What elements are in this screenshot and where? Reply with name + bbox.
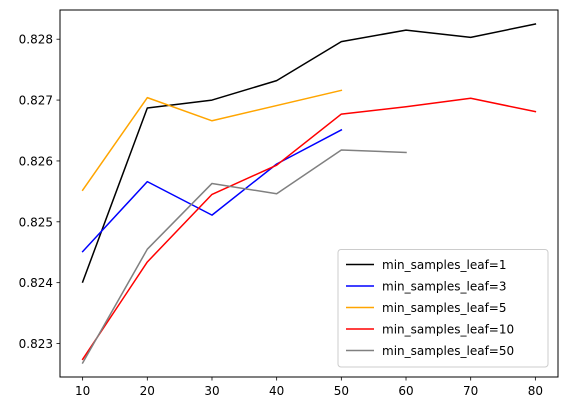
x-tick-label: 80	[528, 384, 543, 398]
y-tick-label: 0.827	[19, 94, 53, 108]
series-line-3	[81, 89, 343, 192]
plot-frame	[59, 9, 559, 378]
y-axis-ticks: 0.823 0.824 0.825 0.826 0.827 0.828	[19, 33, 60, 351]
series-lines	[81, 23, 537, 365]
x-axis-ticks: 10 20 30 40 50 60 70 80	[75, 377, 543, 398]
legend-box	[337, 249, 549, 368]
legend: min_samples_leaf=1 min_samples_leaf=3 min_…	[337, 249, 549, 368]
y-tick-label: 0.824	[19, 276, 53, 290]
series-line-2	[81, 128, 343, 253]
legend-label: min_samples_leaf=5	[382, 301, 507, 315]
y-tick-label: 0.828	[19, 33, 53, 47]
series-line-4	[81, 97, 537, 361]
x-tick-label: 70	[463, 384, 478, 398]
x-tick-label: 10	[75, 384, 90, 398]
legend-label: min_samples_leaf=3	[382, 280, 507, 294]
y-tick-label: 0.825	[19, 215, 53, 229]
legend-label: min_samples_leaf=50	[382, 344, 514, 358]
series-line-1	[81, 23, 537, 284]
y-tick-label: 0.826	[19, 154, 53, 168]
x-tick-label: 60	[398, 384, 413, 398]
legend-label: min_samples_leaf=1	[382, 258, 507, 272]
x-tick-label: 50	[334, 384, 349, 398]
x-tick-label: 30	[204, 384, 219, 398]
x-tick-label: 40	[269, 384, 284, 398]
x-tick-label: 20	[140, 384, 155, 398]
y-tick-label: 0.823	[19, 337, 53, 351]
legend-label: min_samples_leaf=10	[382, 323, 514, 337]
series-line-5	[81, 149, 407, 365]
